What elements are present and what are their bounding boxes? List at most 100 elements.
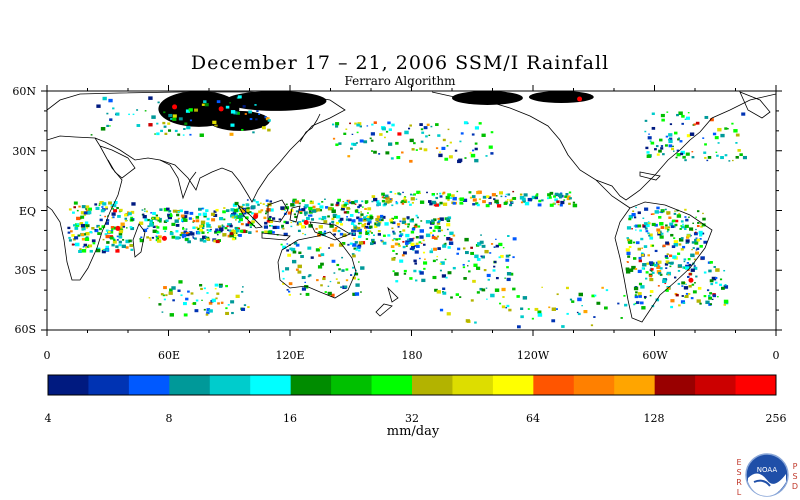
rain-cell xyxy=(294,200,300,204)
rain-cell xyxy=(681,295,684,297)
rain-cell xyxy=(388,142,393,146)
rain-cell xyxy=(258,210,262,214)
rain-cell xyxy=(106,219,110,222)
colorbar-label-64: 64 xyxy=(526,412,540,425)
rain-cell xyxy=(591,294,595,298)
rain-cell xyxy=(352,276,356,280)
rain-cell xyxy=(352,243,357,247)
rain-cell xyxy=(341,269,345,272)
rain-cell xyxy=(357,211,360,214)
rain-cell xyxy=(68,236,71,239)
rain-cell xyxy=(206,222,210,225)
rain-cell xyxy=(419,235,424,239)
rain-cell xyxy=(684,216,687,218)
rain-cell xyxy=(452,202,456,205)
rain-cell xyxy=(439,195,443,198)
rain-cell xyxy=(541,286,543,288)
rain-cell xyxy=(230,123,235,127)
rain-cell xyxy=(68,239,72,242)
rain-cell xyxy=(645,223,650,228)
rain-cell xyxy=(360,216,362,218)
rain-cell xyxy=(628,268,634,272)
rain-cell xyxy=(697,221,700,224)
rain-cell xyxy=(233,208,239,213)
rain-cell xyxy=(233,216,237,219)
rain-cell xyxy=(291,259,297,264)
rain-cell xyxy=(285,221,289,225)
rain-cell xyxy=(723,299,729,304)
rain-cell xyxy=(385,200,390,204)
rain-cell xyxy=(247,306,250,309)
rain-cell xyxy=(181,221,184,223)
rain-cell xyxy=(237,215,242,219)
rain-cell xyxy=(234,228,240,233)
rain-cell xyxy=(361,206,364,208)
rain-cell xyxy=(281,226,284,229)
rain-cell xyxy=(481,288,486,292)
rain-cell xyxy=(666,253,669,256)
rain-cell xyxy=(649,290,654,293)
rain-cell xyxy=(289,247,293,251)
rain-cell xyxy=(200,287,203,291)
rain-cell xyxy=(689,234,692,237)
rain-cell xyxy=(243,212,247,215)
rain-cell xyxy=(183,218,188,222)
rain-cell xyxy=(363,218,366,220)
rain-cell xyxy=(174,129,178,133)
rain-cell xyxy=(102,238,105,241)
rain-cell xyxy=(217,225,222,229)
rain-cell xyxy=(81,249,87,253)
rain-cell xyxy=(355,269,357,272)
rain-cell xyxy=(252,199,256,202)
rain-cell xyxy=(409,247,413,251)
rain-cell xyxy=(98,227,102,231)
rain-cell xyxy=(735,155,739,159)
rain-cell xyxy=(305,292,310,296)
coast-java xyxy=(261,232,291,241)
rain-cell xyxy=(175,236,180,240)
rain-cell xyxy=(457,247,461,251)
rain-cell xyxy=(265,212,267,215)
rain-cell xyxy=(353,229,357,232)
rain-cell xyxy=(221,224,224,226)
rain-cell xyxy=(293,241,298,245)
rain-cell xyxy=(139,238,142,240)
rain-cell xyxy=(157,235,162,239)
rain-cell xyxy=(309,200,314,205)
rain-cell xyxy=(680,225,683,227)
rain-cell xyxy=(357,228,362,233)
rain-cell xyxy=(117,214,121,218)
rain-cell xyxy=(144,110,147,112)
rain-cell xyxy=(339,232,344,236)
heavy-rain-cell xyxy=(218,106,224,112)
rain-cell xyxy=(692,222,695,224)
noaa-logo-icon: NOAA xyxy=(745,453,789,497)
rain-cell xyxy=(442,202,448,206)
rain-cell xyxy=(558,196,562,199)
rain-cell xyxy=(112,107,115,110)
rain-cell xyxy=(415,236,419,239)
rain-cell xyxy=(259,202,262,204)
rain-cell xyxy=(166,207,170,211)
rain-cell xyxy=(113,200,118,205)
rain-cell xyxy=(687,275,690,278)
rain-cell xyxy=(370,150,373,152)
rain-cell xyxy=(408,240,412,243)
coast-newguinea xyxy=(309,221,351,241)
rain-cell xyxy=(381,127,386,131)
rain-cell xyxy=(237,227,241,230)
rain-cell xyxy=(656,264,660,268)
rain-cell xyxy=(627,261,629,263)
rain-cell xyxy=(374,222,378,226)
rain-cell xyxy=(649,275,652,278)
rain-cell xyxy=(83,243,88,247)
rain-cell xyxy=(214,283,219,287)
rain-cell xyxy=(468,270,471,273)
rain-cell xyxy=(486,273,491,278)
rain-cell xyxy=(459,296,462,298)
rain-cell xyxy=(644,297,646,300)
rain-cell xyxy=(593,316,596,318)
rain-cell xyxy=(310,200,312,202)
rain-cell xyxy=(332,213,337,217)
rain-cell xyxy=(179,209,183,213)
